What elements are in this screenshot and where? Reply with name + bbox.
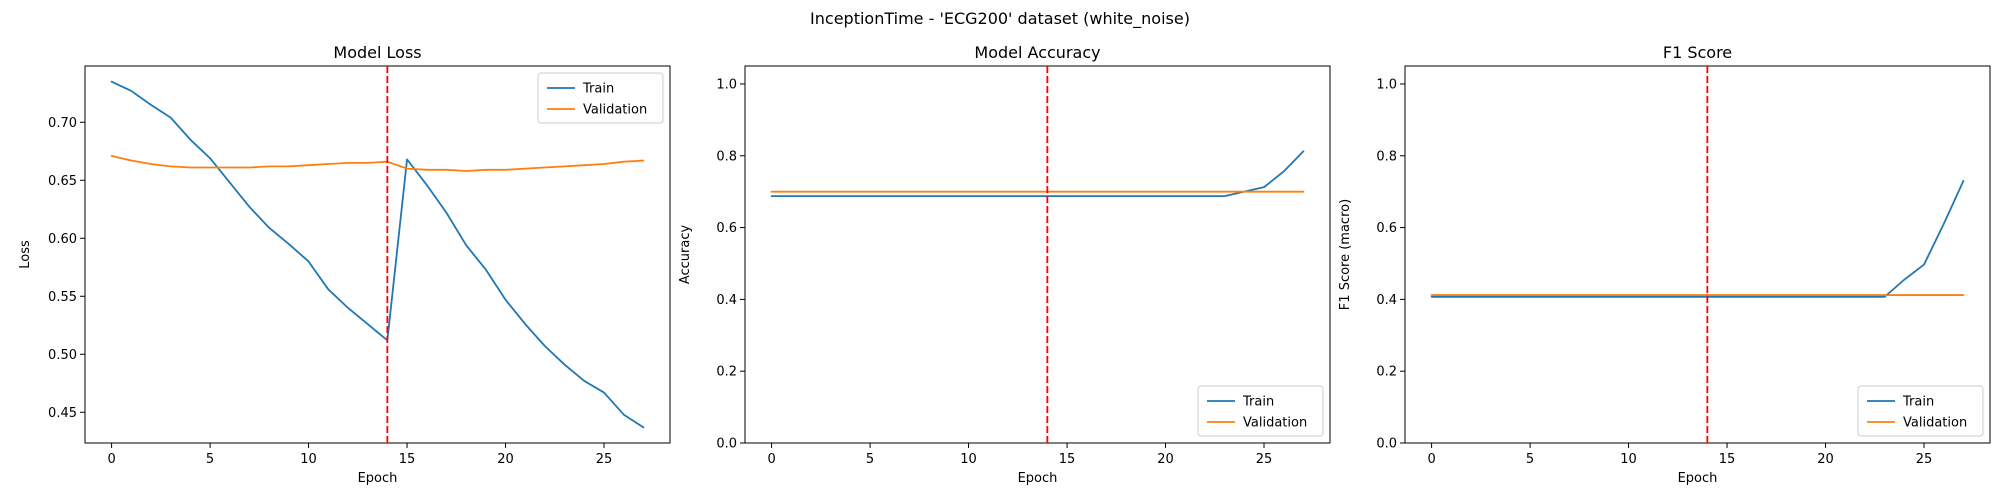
x-tick-label: 15 [1059,452,1076,467]
x-tick-label: 20 [1157,452,1174,467]
legend: Train Validation [1197,385,1324,437]
figure-suptitle: InceptionTime - 'ECG200' dataset (white_… [810,9,1190,29]
legend-label: Validation [1903,416,1967,431]
y-tick-label: 0.0 [716,437,737,452]
y-tick-label: 0.8 [716,149,737,164]
x-axis-label: Epoch [358,471,398,486]
y-tick-label: 0.50 [48,348,77,363]
chart-panel-1: Model Loss 0 5 10 15 20 25 0.45 0.50 0.55 0.60 0.65… [18,43,671,486]
chart-panel-2: Model Accuracy 0 5 10 15 20 25 0.0 0.2 0.4 0.6 0.8 1… [678,43,1331,486]
y-tick-label: 0.0 [1376,437,1397,452]
y-tick-label: 0.4 [1376,293,1397,308]
y-tick-label: 0.2 [1376,365,1397,380]
y-axis-label: F1 Score (macro) [1338,199,1353,310]
x-tick-label: 0 [1427,452,1435,467]
y-axis-label: Accuracy [678,225,693,285]
x-tick-label: 10 [1620,452,1637,467]
x-tick-label: 10 [300,452,317,467]
y-tick-label: 0.65 [48,174,77,189]
series-line-train [770,150,1305,198]
x-tick-label: 5 [866,452,874,467]
plot-area [744,65,1331,444]
y-tick-label: 0.4 [716,293,737,308]
y-tick-label: 0.8 [1376,149,1397,164]
x-tick-label: 10 [960,452,977,467]
y-tick-label: 0.6 [716,221,737,236]
x-tick-label: 0 [767,452,775,467]
legend-label: Train [582,82,614,97]
x-axis-label: Epoch [1678,471,1718,486]
y-tick-label: 1.0 [1376,77,1397,92]
x-tick-label: 5 [206,452,214,467]
legend-box [1197,385,1324,437]
y-tick-label: 0.2 [716,365,737,380]
x-tick-label: 15 [399,452,416,467]
plot-area [1404,65,1991,444]
legend-label: Train [1902,395,1934,410]
x-tick-label: 25 [1256,452,1273,467]
series-line-validation [110,154,645,172]
legend-box [1857,385,1984,437]
series-line-train [110,80,645,429]
x-tick-label: 20 [1817,452,1834,467]
y-tick-label: 0.6 [1376,221,1397,236]
x-tick-label: 25 [596,452,613,467]
series-line-train [1430,179,1965,298]
chart-panel-3: F1 Score 0 5 10 15 20 25 0.0 0.2 0.4 0.6 0.8 1.0 Epoc… [1338,43,1991,486]
y-tick-label: 1.0 [716,77,737,92]
legend: Train Validation [1857,385,1984,437]
legend-label: Train [1242,395,1274,410]
legend: Train Validation [537,72,664,124]
x-axis-label: Epoch [1018,471,1058,486]
x-tick-label: 0 [107,452,115,467]
y-axis-label: Loss [18,240,33,269]
y-tick-label: 0.55 [48,290,77,305]
y-tick-label: 0.70 [48,116,77,131]
legend-box [537,72,664,124]
plot-area [84,65,671,444]
x-tick-label: 25 [1916,452,1933,467]
chart-title: Model Accuracy [974,43,1100,62]
y-tick-label: 0.60 [48,232,77,247]
x-tick-label: 5 [1526,452,1534,467]
legend-label: Validation [583,103,647,118]
x-tick-label: 15 [1719,452,1736,467]
chart-title: F1 Score [1663,43,1732,62]
legend-label: Validation [1243,416,1307,431]
y-tick-label: 0.45 [48,406,77,421]
chart-title: Model Loss [333,43,421,62]
x-tick-label: 20 [497,452,514,467]
